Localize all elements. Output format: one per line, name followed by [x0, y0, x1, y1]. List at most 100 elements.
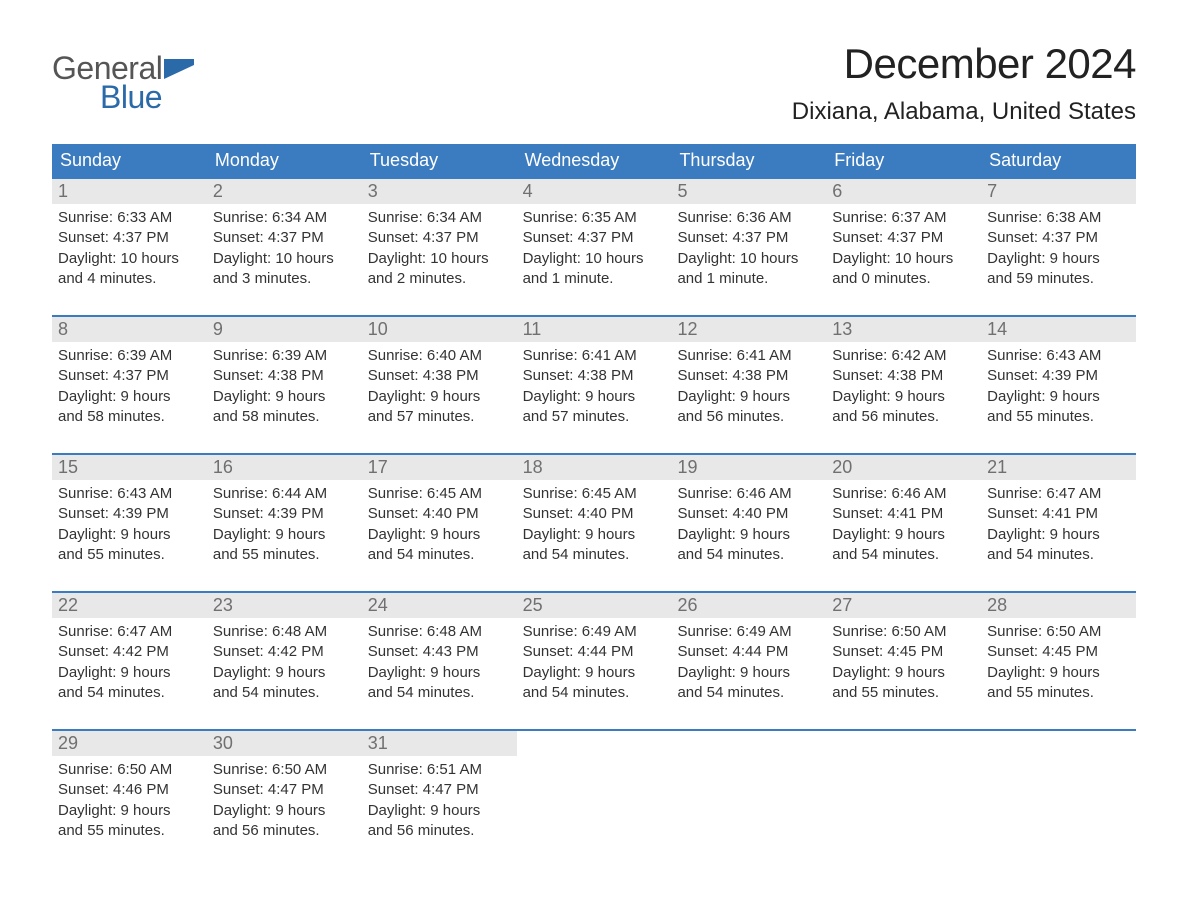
daylight-line2: and 55 minutes. [987, 683, 1130, 703]
day-cell: 20Sunrise: 6:46 AMSunset: 4:41 PMDayligh… [826, 455, 981, 575]
sunrise-text: Sunrise: 6:43 AM [58, 484, 201, 504]
sunrise-text: Sunrise: 6:41 AM [677, 346, 820, 366]
sunset-text: Sunset: 4:37 PM [677, 228, 820, 248]
sunrise-text: Sunrise: 6:35 AM [523, 208, 666, 228]
day-body: Sunrise: 6:50 AMSunset: 4:45 PMDaylight:… [981, 618, 1136, 711]
daylight-line2: and 56 minutes. [213, 821, 356, 841]
sunrise-text: Sunrise: 6:42 AM [832, 346, 975, 366]
daylight-line1: Daylight: 10 hours [832, 249, 975, 269]
daylight-line2: and 56 minutes. [368, 821, 511, 841]
sunrise-text: Sunrise: 6:40 AM [368, 346, 511, 366]
day-body: Sunrise: 6:48 AMSunset: 4:42 PMDaylight:… [207, 618, 362, 711]
day-number: 25 [517, 593, 672, 618]
daylight-line2: and 54 minutes. [523, 683, 666, 703]
day-body: Sunrise: 6:47 AMSunset: 4:41 PMDaylight:… [981, 480, 1136, 573]
day-body: Sunrise: 6:45 AMSunset: 4:40 PMDaylight:… [517, 480, 672, 573]
daylight-line2: and 54 minutes. [213, 683, 356, 703]
sunset-text: Sunset: 4:39 PM [987, 366, 1130, 386]
day-cell [826, 731, 981, 851]
daylight-line2: and 54 minutes. [987, 545, 1130, 565]
day-body: Sunrise: 6:38 AMSunset: 4:37 PMDaylight:… [981, 204, 1136, 297]
daylight-line1: Daylight: 9 hours [832, 387, 975, 407]
day-cell: 31Sunrise: 6:51 AMSunset: 4:47 PMDayligh… [362, 731, 517, 851]
daylight-line1: Daylight: 9 hours [58, 663, 201, 683]
sunrise-text: Sunrise: 6:51 AM [368, 760, 511, 780]
sunset-text: Sunset: 4:38 PM [523, 366, 666, 386]
day-body: Sunrise: 6:48 AMSunset: 4:43 PMDaylight:… [362, 618, 517, 711]
daylight-line1: Daylight: 9 hours [523, 663, 666, 683]
day-cell: 7Sunrise: 6:38 AMSunset: 4:37 PMDaylight… [981, 179, 1136, 299]
day-cell: 28Sunrise: 6:50 AMSunset: 4:45 PMDayligh… [981, 593, 1136, 713]
sunrise-text: Sunrise: 6:43 AM [987, 346, 1130, 366]
day-number: 5 [671, 179, 826, 204]
daylight-line1: Daylight: 9 hours [987, 387, 1130, 407]
day-cell: 9Sunrise: 6:39 AMSunset: 4:38 PMDaylight… [207, 317, 362, 437]
day-number: 16 [207, 455, 362, 480]
daylight-line1: Daylight: 9 hours [213, 801, 356, 821]
daylight-line2: and 54 minutes. [677, 545, 820, 565]
sunrise-text: Sunrise: 6:50 AM [213, 760, 356, 780]
day-body: Sunrise: 6:33 AMSunset: 4:37 PMDaylight:… [52, 204, 207, 297]
sunset-text: Sunset: 4:38 PM [832, 366, 975, 386]
day-cell: 19Sunrise: 6:46 AMSunset: 4:40 PMDayligh… [671, 455, 826, 575]
day-header-cell: Wednesday [517, 144, 672, 177]
sunset-text: Sunset: 4:37 PM [58, 366, 201, 386]
week-row: 15Sunrise: 6:43 AMSunset: 4:39 PMDayligh… [52, 453, 1136, 575]
sunrise-text: Sunrise: 6:39 AM [213, 346, 356, 366]
sunset-text: Sunset: 4:37 PM [368, 228, 511, 248]
day-body: Sunrise: 6:44 AMSunset: 4:39 PMDaylight:… [207, 480, 362, 573]
day-body: Sunrise: 6:43 AMSunset: 4:39 PMDaylight:… [52, 480, 207, 573]
sunrise-text: Sunrise: 6:50 AM [987, 622, 1130, 642]
day-number: 3 [362, 179, 517, 204]
daylight-line2: and 1 minute. [677, 269, 820, 289]
day-body: Sunrise: 6:36 AMSunset: 4:37 PMDaylight:… [671, 204, 826, 297]
day-cell: 24Sunrise: 6:48 AMSunset: 4:43 PMDayligh… [362, 593, 517, 713]
sunrise-text: Sunrise: 6:39 AM [58, 346, 201, 366]
logo: General Blue [52, 50, 194, 116]
day-body: Sunrise: 6:39 AMSunset: 4:38 PMDaylight:… [207, 342, 362, 435]
daylight-line1: Daylight: 9 hours [368, 801, 511, 821]
daylight-line1: Daylight: 9 hours [368, 663, 511, 683]
day-body: Sunrise: 6:45 AMSunset: 4:40 PMDaylight:… [362, 480, 517, 573]
header: General Blue December 2024 Dixiana, Alab… [52, 40, 1136, 126]
day-number: 27 [826, 593, 981, 618]
sunrise-text: Sunrise: 6:47 AM [58, 622, 201, 642]
sunset-text: Sunset: 4:38 PM [368, 366, 511, 386]
daylight-line1: Daylight: 9 hours [213, 663, 356, 683]
day-cell [517, 731, 672, 851]
daylight-line1: Daylight: 9 hours [987, 663, 1130, 683]
day-number: 11 [517, 317, 672, 342]
daylight-line2: and 57 minutes. [523, 407, 666, 427]
daylight-line1: Daylight: 9 hours [213, 387, 356, 407]
sunset-text: Sunset: 4:37 PM [832, 228, 975, 248]
sunrise-text: Sunrise: 6:47 AM [987, 484, 1130, 504]
logo-text-blue: Blue [100, 79, 162, 116]
day-cell: 27Sunrise: 6:50 AMSunset: 4:45 PMDayligh… [826, 593, 981, 713]
day-cell: 17Sunrise: 6:45 AMSunset: 4:40 PMDayligh… [362, 455, 517, 575]
daylight-line2: and 55 minutes. [987, 407, 1130, 427]
day-number [981, 731, 1136, 735]
sunrise-text: Sunrise: 6:46 AM [832, 484, 975, 504]
day-body: Sunrise: 6:47 AMSunset: 4:42 PMDaylight:… [52, 618, 207, 711]
day-number: 20 [826, 455, 981, 480]
sunset-text: Sunset: 4:47 PM [368, 780, 511, 800]
day-number [671, 731, 826, 735]
sunset-text: Sunset: 4:39 PM [58, 504, 201, 524]
day-number: 15 [52, 455, 207, 480]
weeks-container: 1Sunrise: 6:33 AMSunset: 4:37 PMDaylight… [52, 177, 1136, 851]
day-body: Sunrise: 6:49 AMSunset: 4:44 PMDaylight:… [671, 618, 826, 711]
day-number: 14 [981, 317, 1136, 342]
daylight-line1: Daylight: 9 hours [58, 801, 201, 821]
daylight-line2: and 2 minutes. [368, 269, 511, 289]
day-body: Sunrise: 6:35 AMSunset: 4:37 PMDaylight:… [517, 204, 672, 297]
daylight-line2: and 55 minutes. [213, 545, 356, 565]
daylight-line2: and 3 minutes. [213, 269, 356, 289]
daylight-line1: Daylight: 9 hours [987, 249, 1130, 269]
sunset-text: Sunset: 4:44 PM [523, 642, 666, 662]
daylight-line1: Daylight: 9 hours [523, 387, 666, 407]
daylight-line2: and 58 minutes. [58, 407, 201, 427]
day-body: Sunrise: 6:50 AMSunset: 4:47 PMDaylight:… [207, 756, 362, 849]
day-number: 7 [981, 179, 1136, 204]
day-cell: 22Sunrise: 6:47 AMSunset: 4:42 PMDayligh… [52, 593, 207, 713]
daylight-line1: Daylight: 9 hours [832, 525, 975, 545]
